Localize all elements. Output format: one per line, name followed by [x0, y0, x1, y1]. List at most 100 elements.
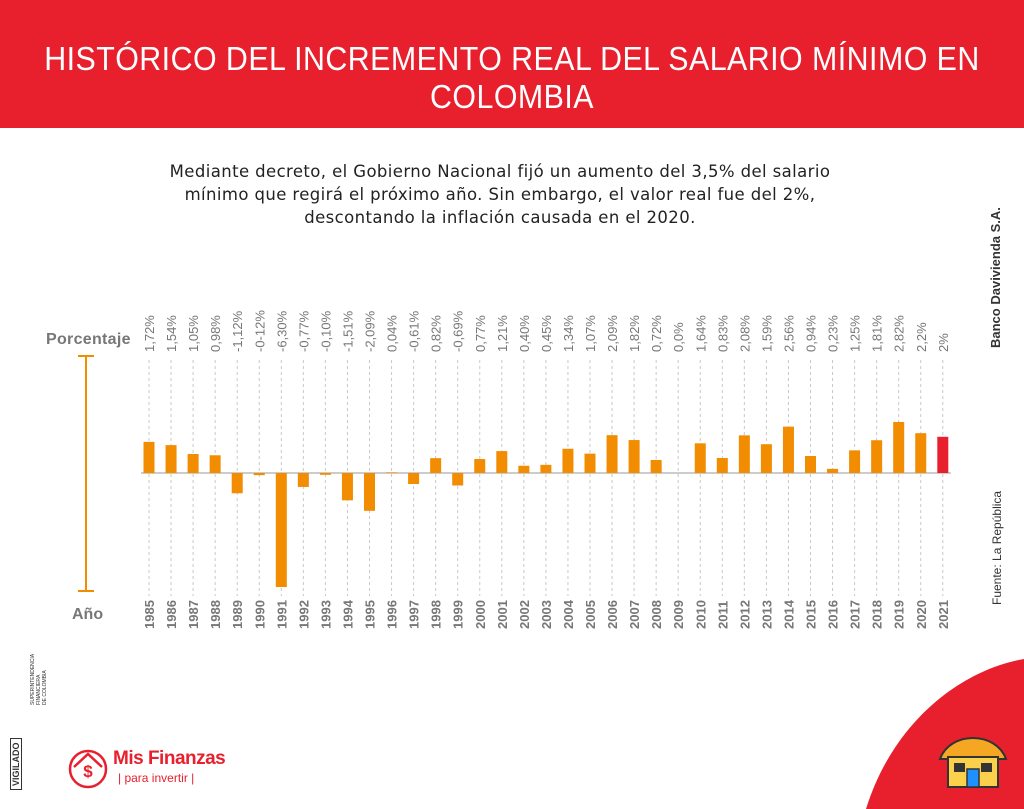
bar-1989	[231, 473, 243, 494]
bar-2011	[716, 457, 728, 473]
value-label: 1,72%	[142, 315, 157, 352]
chart-title: HISTÓRICO DEL INCREMENTO REAL DEL SALARI…	[44, 40, 980, 115]
chart-subtitle: Mediante decreto, el Gobierno Nacional f…	[90, 160, 910, 229]
year-label: 1994	[340, 599, 355, 629]
value-label: 0,94%	[804, 315, 819, 352]
year-label: 2016	[826, 600, 841, 629]
year-label: 1989	[230, 600, 245, 629]
value-label: 2%	[936, 333, 951, 352]
value-label: -0,77%	[296, 310, 311, 352]
year-label: 1998	[429, 600, 444, 629]
value-label: -0-12%	[252, 310, 267, 352]
bar-2006	[606, 435, 618, 473]
value-label: 0,45%	[539, 315, 554, 352]
year-label: 2009	[671, 600, 686, 629]
bar-2016	[827, 468, 839, 473]
header-banner: HISTÓRICO DEL INCREMENTO REAL DEL SALARI…	[0, 0, 1024, 128]
bar-1985	[143, 441, 155, 473]
value-label: 2,08%	[737, 315, 752, 352]
bar-2005	[584, 453, 596, 473]
bar-2002	[518, 465, 530, 473]
value-label: -2,09%	[363, 310, 378, 352]
value-label: -6,30%	[274, 310, 289, 352]
year-label: 2014	[781, 599, 796, 629]
year-label: 1992	[296, 600, 311, 629]
superfinanciera-label: SUPERINTENDENCIA FINANCIERA DE COLOMBIA	[30, 635, 48, 705]
value-label: 1,59%	[759, 315, 774, 352]
bar-2017	[849, 450, 861, 473]
value-label: 0,04%	[385, 315, 400, 352]
value-label: 0,83%	[715, 315, 730, 352]
corner-mascot	[866, 659, 1024, 809]
value-label: 0,77%	[473, 315, 488, 352]
mis-finanzas-logo: $ Mis Finanzas | para invertir |	[66, 745, 226, 794]
bar-2014	[782, 426, 794, 473]
bar-2000	[474, 459, 486, 473]
bar-2015	[805, 455, 816, 473]
year-label: 2005	[583, 600, 598, 629]
year-label: 1993	[318, 600, 333, 629]
superfin-line-2: DE COLOMBIA	[42, 670, 48, 705]
subtitle-line-1: Mediante decreto, el Gobierno Nacional f…	[169, 162, 831, 181]
bar-2012	[738, 435, 750, 473]
bar-2020	[915, 433, 927, 473]
value-label: 0,72%	[649, 315, 664, 352]
value-label: 1,64%	[693, 315, 708, 352]
value-label: -1,12%	[230, 310, 245, 352]
bar-1998	[430, 458, 442, 473]
bar-2007	[628, 440, 640, 473]
year-label: 2002	[517, 600, 532, 629]
year-label: 1997	[407, 600, 422, 629]
year-label: 1990	[252, 600, 267, 629]
bar-1990	[253, 473, 265, 476]
year-label: 2018	[870, 600, 885, 629]
year-label: 2012	[737, 600, 752, 629]
value-label: 1,25%	[848, 315, 863, 352]
bar-2003	[540, 464, 552, 473]
year-label: 2021	[936, 600, 951, 629]
year-label: 2010	[693, 600, 708, 629]
bar-1987	[187, 453, 199, 473]
value-label: -0,69%	[451, 310, 466, 352]
subtitle-line-2: mínimo que regirá el próximo año. Sin em…	[184, 185, 816, 204]
year-label: 2003	[539, 600, 554, 629]
logo-title: Mis Finanzas	[113, 748, 226, 769]
value-label: 1,34%	[561, 315, 576, 352]
value-label: 1,54%	[164, 315, 179, 352]
bar-1995	[364, 473, 375, 511]
value-label: 0,23%	[826, 315, 841, 352]
year-label: 1988	[208, 600, 223, 629]
value-label: 2,2%	[914, 322, 929, 352]
bar-2013	[760, 444, 772, 473]
value-label: 1,05%	[186, 315, 201, 352]
value-label: 1,07%	[583, 315, 598, 352]
year-label: 1995	[363, 600, 378, 629]
bar-1996	[386, 472, 398, 473]
value-label: 2,56%	[781, 315, 796, 352]
year-label: 2020	[914, 600, 929, 629]
svg-text:$: $	[83, 762, 93, 781]
bar-1992	[297, 473, 309, 487]
value-label: 0,0%	[671, 322, 686, 352]
y-axis-label: Porcentaje	[46, 331, 131, 348]
value-label: 0,82%	[429, 315, 444, 352]
bar-1986	[165, 445, 177, 473]
year-label: 1999	[451, 600, 466, 629]
bar-1988	[209, 455, 221, 473]
year-label: 2000	[473, 600, 488, 629]
value-label: 2,82%	[892, 315, 907, 352]
value-label: 2,09%	[605, 315, 620, 352]
value-label: 1,82%	[627, 315, 642, 352]
value-label: -1,51%	[340, 310, 355, 352]
year-label: 2008	[649, 600, 664, 629]
year-label: 1985	[142, 600, 157, 629]
year-label: 1991	[274, 600, 289, 629]
superfin-line-1: SUPERINTENDENCIA FINANCIERA	[30, 654, 42, 705]
bar-2018	[871, 440, 883, 473]
year-label: 1986	[164, 600, 179, 629]
bar-1991	[275, 473, 287, 588]
year-label: 2017	[848, 600, 863, 629]
value-label: -0,61%	[407, 310, 422, 352]
year-label: 2013	[759, 600, 774, 629]
